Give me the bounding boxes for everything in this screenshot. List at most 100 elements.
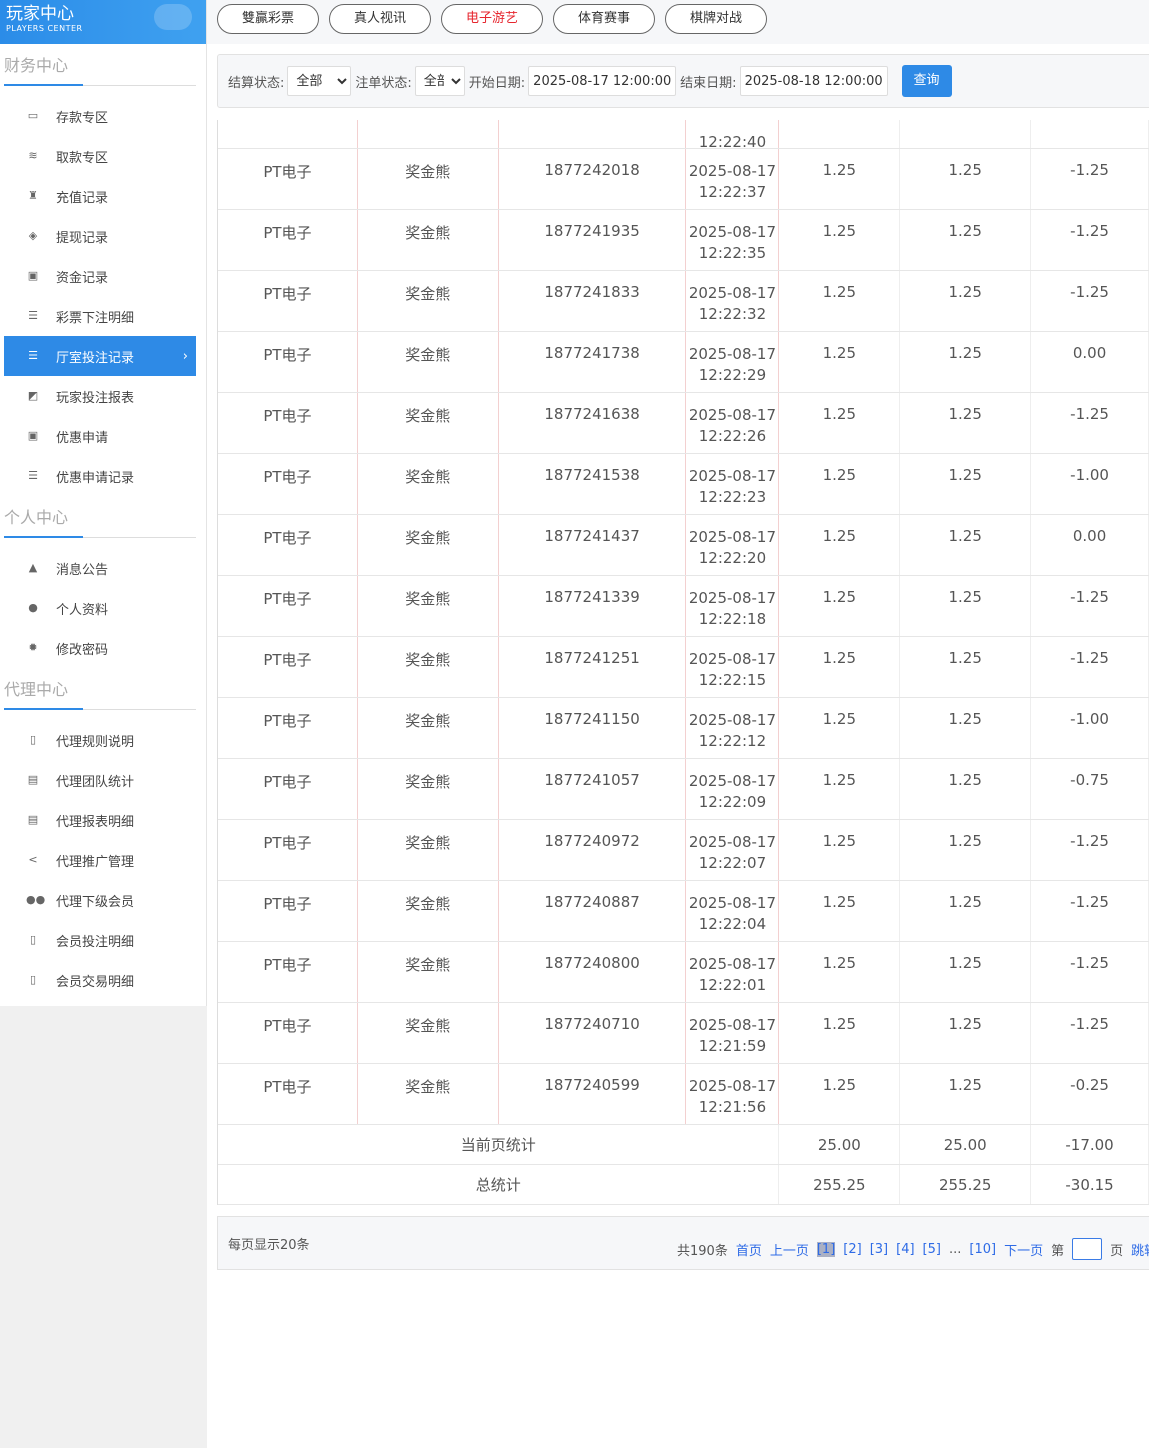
summary-label: 当前页统计 — [218, 1125, 780, 1164]
page-link-5[interactable]: [5] — [922, 1241, 941, 1257]
settle-status-select[interactable]: 全部 — [287, 66, 352, 96]
sidebar-item[interactable]: ●● 代理下级会员 — [4, 880, 196, 920]
table-row: PT电子 奖金熊 1877240710 2025-08-17 12:21:59 1.25 1… — [218, 1003, 1149, 1064]
sidebar-item[interactable]: ▯ 会员交易明细 — [4, 960, 196, 1000]
sidebar-item[interactable]: ▤ 代理报表明细 — [4, 800, 196, 840]
table-cell: 1.25 — [779, 454, 901, 514]
table-cell: 1.25 — [900, 271, 1032, 331]
page-link-2[interactable]: [2] — [843, 1241, 862, 1257]
sidebar-item[interactable]: ▣ 优惠申请 — [4, 416, 196, 456]
sidebar-item-label: 充值记录 — [56, 190, 109, 206]
summary-label: 总统计 — [218, 1165, 780, 1204]
sidebar-item-label: 代理团队统计 — [56, 774, 135, 790]
table-cell: 奖金熊 — [358, 393, 499, 453]
table-row: PT电子 奖金熊 1877242018 2025-08-17 12:22:37 1.25 1… — [218, 149, 1149, 210]
table-cell-date: 2025-08-17 12:22:01 — [686, 942, 780, 1002]
table-row: PT电子 奖金熊 1877241057 2025-08-17 12:22:09 1.25 1… — [218, 759, 1149, 820]
table-cell: PT电子 — [218, 637, 358, 697]
end-date-label: 结束日期: — [680, 75, 737, 91]
table-cell: -1.25 — [1031, 1003, 1149, 1063]
tab-game[interactable]: 真人视讯 — [329, 4, 431, 34]
goto-page-input[interactable] — [1072, 1238, 1103, 1260]
section-personal: 个人中心 — [0, 496, 206, 538]
table-row: PT电子 奖金熊 1877241935 2025-08-17 12:22:35 1.25 1… — [218, 210, 1149, 271]
bet-records-table: 12:22:40 PT电子 奖金熊 1877242018 2025-08-17 12:22… — [217, 120, 1149, 1205]
bet-time: 12:22:23 — [698, 488, 767, 506]
table-row-partial: 12:22:40 — [218, 120, 1149, 151]
query-button[interactable]: 查询 — [901, 65, 952, 97]
page-link-10[interactable]: [10] — [969, 1241, 997, 1257]
sidebar-item[interactable]: ▤ 代理团队统计 — [4, 760, 196, 800]
table-cell-date: 2025-08-17 12:22:26 — [686, 393, 780, 453]
tab-game[interactable]: 棋牌对战 — [665, 4, 767, 34]
table-cell: 1.25 — [900, 393, 1032, 453]
section-title: 代理中心 — [4, 680, 69, 699]
bet-time: 12:21:56 — [698, 1098, 767, 1116]
list-icon: ☰ — [28, 309, 38, 322]
list-icon: ☰ — [28, 349, 38, 362]
sidebar-item[interactable]: ◩ 玩家投注报表 — [4, 376, 196, 416]
table-cell-date: 2025-08-17 12:22:07 — [686, 820, 780, 880]
sidebar-item[interactable]: ☰ 优惠申请记录 — [4, 456, 196, 496]
settle-status-label: 结算状态: — [228, 75, 285, 91]
table-cell: 1.25 — [779, 1064, 901, 1124]
sidebar-item[interactable]: ✹ 修改密码 — [4, 628, 196, 668]
sidebar-item-label: 优惠申请记录 — [56, 470, 135, 486]
end-date-input[interactable] — [739, 66, 888, 96]
sidebar-item[interactable]: ☰ 彩票下注明细 — [4, 296, 196, 336]
sidebar-item[interactable]: ☰ 厅室投注记录 › — [4, 336, 196, 376]
user-icon: ● — [28, 601, 38, 614]
withdraw-icon: ◈ — [28, 229, 38, 242]
order-status-select[interactable]: 全部 — [414, 66, 465, 96]
sidebar-item[interactable]: ♜ 充值记录 — [4, 176, 196, 216]
page-link-1[interactable]: [1] — [816, 1241, 836, 1257]
table-cell: -1.25 — [1031, 149, 1149, 209]
bet-time: 12:22:18 — [698, 610, 767, 628]
tab-game[interactable]: 电子游艺 — [441, 4, 543, 34]
table-cell-date: 2025-08-17 12:22:23 — [686, 454, 780, 514]
sidebar-item[interactable]: < 代理推广管理 — [4, 840, 196, 880]
table-cell: 1877241538 — [499, 454, 687, 514]
table-cell: 1.25 — [779, 210, 901, 270]
table-cell: -1.25 — [1031, 576, 1149, 636]
sidebar-item-label: 消息公告 — [56, 562, 109, 578]
jump-button[interactable]: 跳转 — [1131, 1243, 1149, 1259]
bet-time: 12:22:12 — [698, 732, 767, 750]
report-icon: ▤ — [27, 773, 39, 786]
table-cell: -1.25 — [1031, 637, 1149, 697]
table-cell — [900, 120, 1032, 148]
sidebar-item[interactable]: ≋ 取款专区 — [4, 136, 196, 176]
sidebar-item[interactable]: ◈ 提现记录 — [4, 216, 196, 256]
page-link-3[interactable]: [3] — [869, 1241, 889, 1257]
prev-page-link[interactable]: 上一页 — [769, 1243, 809, 1259]
table-cell: 1.25 — [779, 271, 901, 331]
sidebar-item[interactable]: ▲ 消息公告 — [4, 548, 196, 588]
start-date-input[interactable] — [528, 66, 677, 96]
section-underline — [4, 708, 83, 710]
sidebar-item[interactable]: ▭ 存款专区 — [4, 96, 196, 136]
sidebar-item[interactable]: ● 个人资料 — [4, 588, 196, 628]
sidebar-item-label: 彩票下注明细 — [56, 310, 135, 326]
money-icon: ▣ — [27, 269, 39, 282]
table-cell: 奖金熊 — [358, 881, 499, 941]
first-page-link[interactable]: 首页 — [735, 1243, 762, 1259]
page-link-4[interactable]: [4] — [896, 1241, 915, 1257]
sidebar-item[interactable]: ▯ 代理规则说明 — [4, 720, 196, 760]
bet-date: 2025-08-17 — [688, 955, 777, 973]
table-cell: PT电子 — [218, 515, 358, 575]
bet-date: 2025-08-17 — [688, 284, 777, 302]
table-cell: 1877240599 — [499, 1064, 687, 1124]
sidebar-item[interactable]: ▯ 会员投注明细 — [4, 920, 196, 960]
tab-game[interactable]: 体育赛事 — [553, 4, 655, 34]
tab-game[interactable]: 雙贏彩票 — [217, 4, 319, 34]
goto-suffix: 页 — [1110, 1243, 1124, 1259]
sidebar-item[interactable]: ▣ 资金记录 — [4, 256, 196, 296]
next-page-link[interactable]: 下一页 — [1004, 1243, 1044, 1259]
gamepad-icon — [154, 4, 192, 30]
bet-date: 2025-08-17 — [688, 711, 777, 729]
table-cell: 1877241437 — [499, 515, 687, 575]
table-cell: 1.25 — [779, 149, 901, 209]
table-cell: -1.25 — [1031, 271, 1149, 331]
table-cell: 1877241057 — [499, 759, 687, 819]
table-cell: 1.25 — [900, 1003, 1032, 1063]
